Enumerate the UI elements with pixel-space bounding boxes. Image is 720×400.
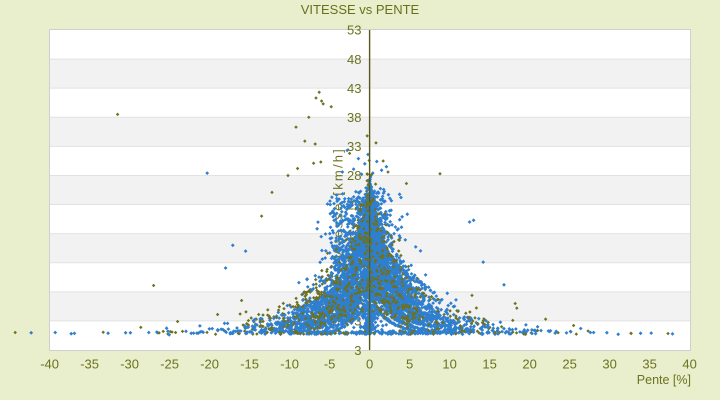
svg-text:5: 5 (406, 357, 413, 372)
svg-text:-30: -30 (120, 357, 139, 372)
svg-text:-20: -20 (200, 357, 219, 372)
svg-text:3: 3 (354, 314, 361, 329)
svg-text:40: 40 (682, 357, 696, 372)
svg-text:38: 38 (347, 110, 361, 125)
svg-text:3: 3 (354, 343, 361, 358)
svg-text:-35: -35 (80, 357, 99, 372)
svg-text:Pente [%]: Pente [%] (637, 373, 691, 387)
svg-text:53: 53 (347, 23, 361, 38)
svg-text:10: 10 (442, 357, 456, 372)
svg-text:20: 20 (522, 357, 536, 372)
svg-text:33: 33 (347, 139, 361, 154)
svg-text:-5: -5 (324, 357, 336, 372)
svg-text:VITESSE vs PENTE: VITESSE vs PENTE (301, 2, 420, 17)
svg-text:28: 28 (347, 168, 361, 183)
svg-text:-40: -40 (40, 357, 59, 372)
svg-text:25: 25 (562, 357, 576, 372)
svg-text:43: 43 (347, 81, 361, 96)
svg-text:0: 0 (366, 357, 373, 372)
svg-text:-15: -15 (240, 357, 259, 372)
svg-text:-10: -10 (280, 357, 299, 372)
svg-text:-25: -25 (160, 357, 179, 372)
svg-text:35: 35 (642, 357, 656, 372)
svg-text:30: 30 (602, 357, 616, 372)
svg-text:48: 48 (347, 52, 361, 67)
svg-text:15: 15 (482, 357, 496, 372)
